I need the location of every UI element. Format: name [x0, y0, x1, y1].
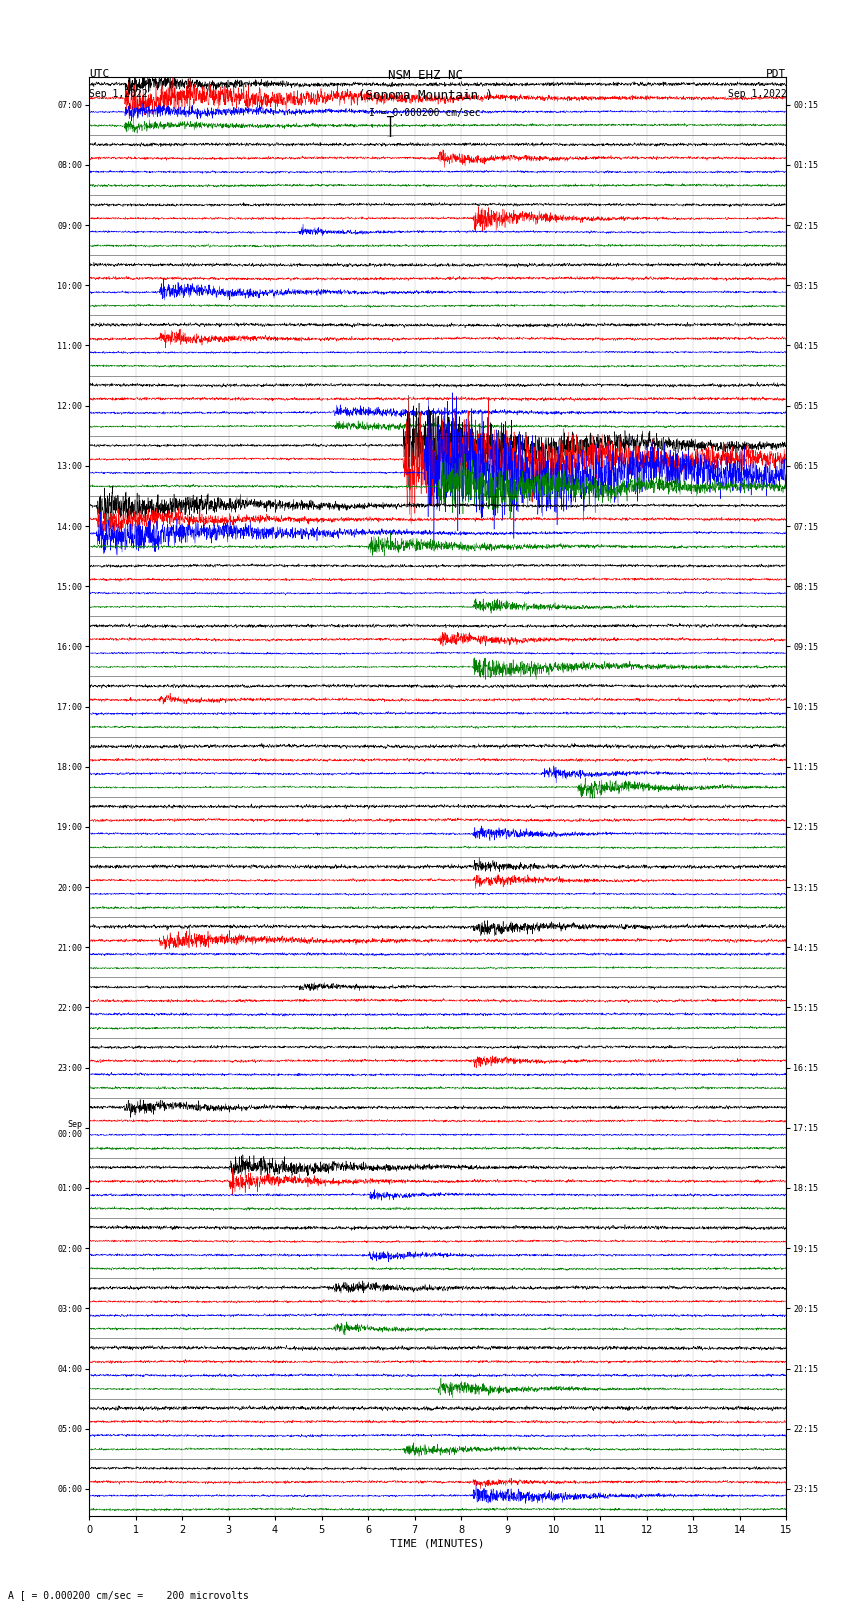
Text: UTC: UTC — [89, 69, 110, 79]
Text: Sep 1,2022: Sep 1,2022 — [89, 89, 148, 98]
Text: NSM EHZ NC: NSM EHZ NC — [388, 69, 462, 82]
Text: Sep 1,2022: Sep 1,2022 — [728, 89, 786, 98]
Text: A [ = 0.000200 cm/sec =    200 microvolts: A [ = 0.000200 cm/sec = 200 microvolts — [8, 1590, 249, 1600]
Text: (Sonoma Mountain ): (Sonoma Mountain ) — [358, 89, 492, 102]
X-axis label: TIME (MINUTES): TIME (MINUTES) — [390, 1539, 485, 1548]
Text: PDT: PDT — [766, 69, 786, 79]
Text: I = 0.000200 cm/sec: I = 0.000200 cm/sec — [369, 108, 481, 118]
